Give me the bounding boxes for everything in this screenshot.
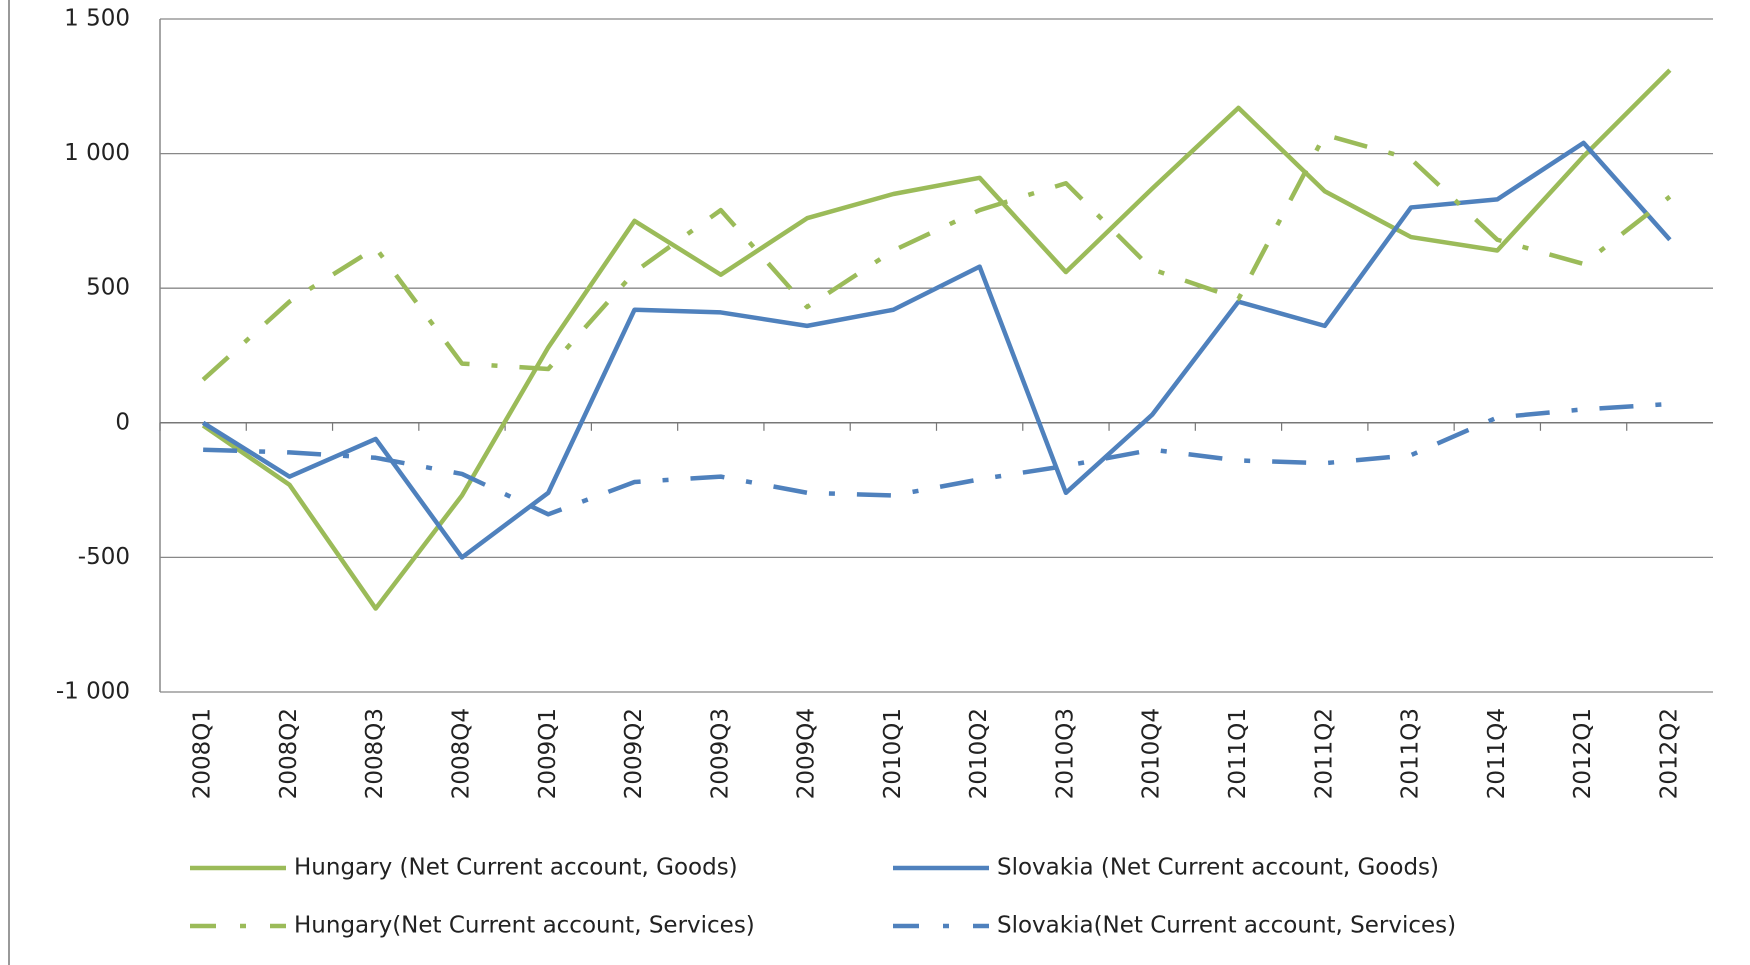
- y-tick-label: 500: [86, 275, 130, 301]
- x-tick-label: 2012Q1: [1570, 708, 1596, 799]
- x-tick-label: 2010Q2: [966, 708, 992, 799]
- x-tick-label: 2008Q4: [448, 708, 474, 799]
- legend-label: Hungary(Net Current account, Services): [294, 913, 755, 939]
- x-tick-label: 2008Q3: [362, 708, 388, 799]
- x-tick-label: 2010Q1: [880, 708, 906, 799]
- legend-label: Slovakia (Net Current account, Goods): [997, 855, 1439, 881]
- x-tick-label: 2011Q4: [1484, 708, 1510, 799]
- x-tick-label: 2011Q2: [1311, 708, 1337, 799]
- y-tick-label: 1 000: [64, 140, 130, 166]
- x-tick-label: 2009Q2: [621, 708, 647, 799]
- x-tick-label: 2011Q1: [1225, 708, 1251, 799]
- y-tick-label: 0: [115, 409, 130, 435]
- x-tick-label: 2008Q2: [276, 708, 302, 799]
- x-tick-label: 2009Q1: [535, 708, 561, 799]
- x-tick-label: 2010Q3: [1052, 708, 1078, 799]
- y-tick-label: 1 500: [64, 6, 130, 32]
- x-tick-label: 2008Q1: [190, 708, 216, 799]
- x-tick-label: 2011Q3: [1398, 708, 1424, 799]
- x-tick-label: 2010Q4: [1139, 708, 1165, 799]
- series-line: [201, 132, 1672, 382]
- legend-label: Hungary (Net Current account, Goods): [294, 855, 738, 881]
- y-tick-label: -1 000: [56, 679, 130, 705]
- series-line: [203, 401, 1671, 517]
- series-line: [201, 140, 1672, 560]
- x-tick-label: 2012Q2: [1656, 708, 1682, 799]
- legend-label: Slovakia(Net Current account, Services): [997, 913, 1456, 939]
- series-line: [201, 68, 1672, 611]
- x-tick-label: 2009Q4: [794, 708, 820, 799]
- x-tick-label: 2009Q3: [707, 708, 733, 799]
- y-tick-label: -500: [78, 544, 130, 570]
